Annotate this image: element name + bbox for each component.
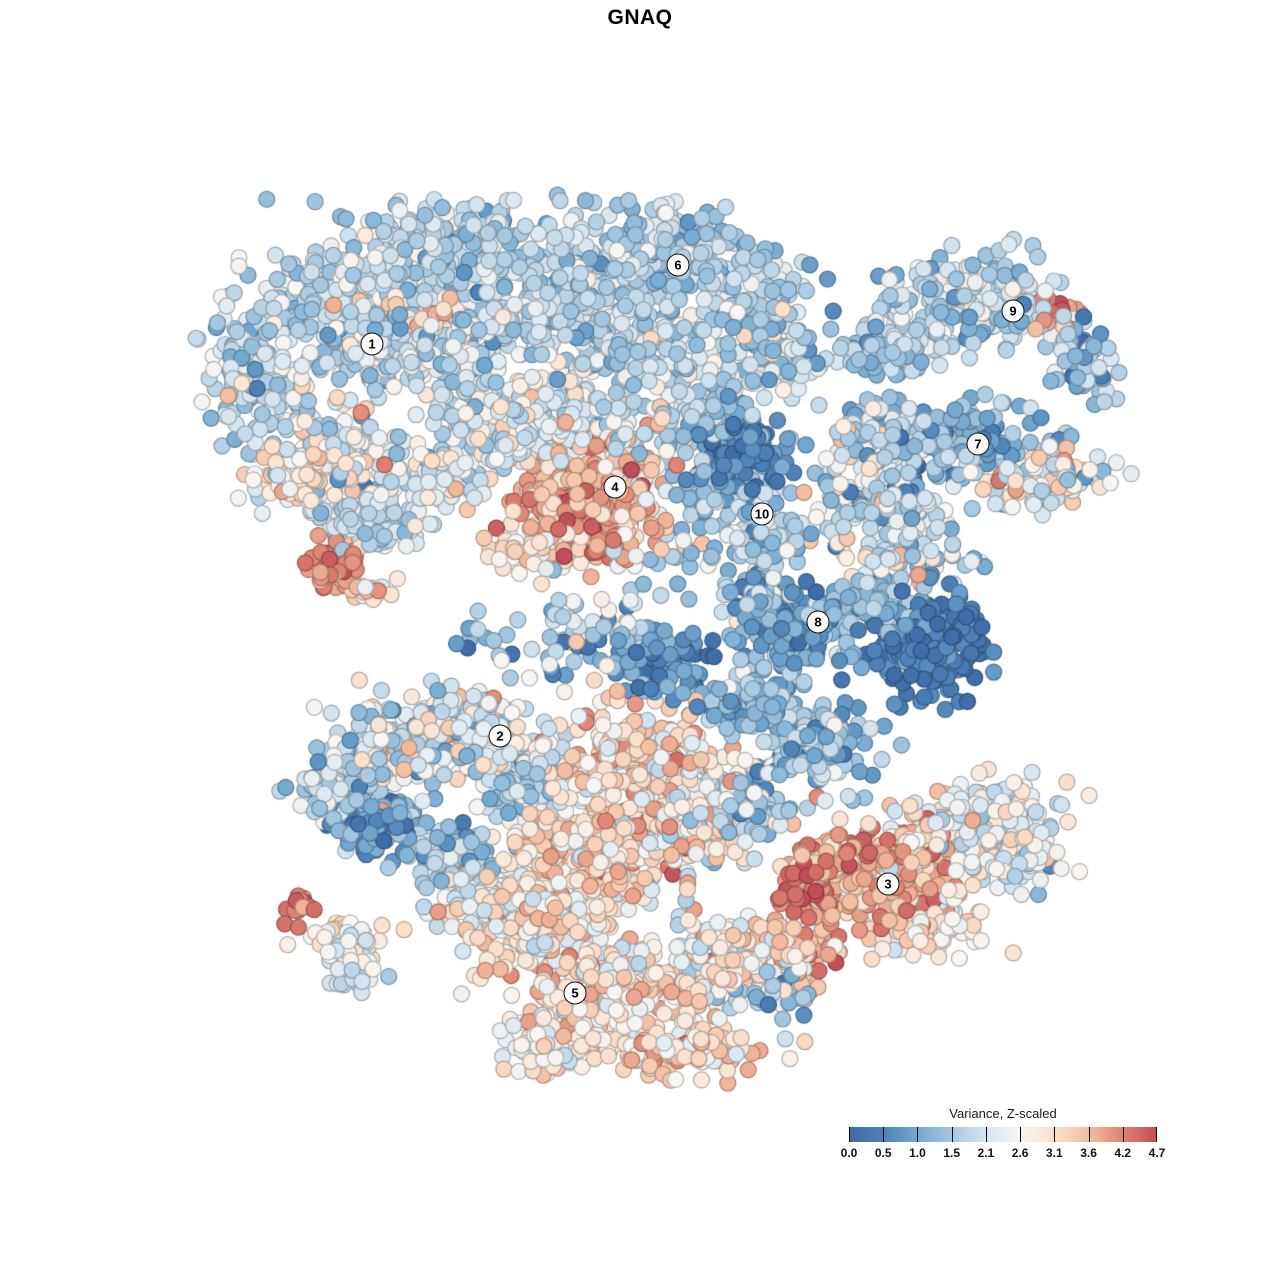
legend-tick-label: 4.7 [1148, 1146, 1166, 1160]
legend-tick [1020, 1127, 1022, 1142]
legend-tick-label: 2.1 [977, 1146, 995, 1160]
legend-tick [951, 1127, 953, 1142]
legend-tick [985, 1127, 987, 1142]
legend-tick [1122, 1127, 1124, 1142]
legend-tick-label: 4.2 [1114, 1146, 1132, 1160]
legend-tick-label: 1.0 [909, 1146, 926, 1160]
legend-tick-labels: 0.0 0.5 1.0 1.5 2.1 2.6 3.1 3.6 4.2 4.7 [841, 1146, 1166, 1161]
legend-tick-label: 2.6 [1011, 1146, 1029, 1160]
legend-tick [1088, 1127, 1090, 1142]
legend-tick [883, 1127, 885, 1142]
legend-colorbar [849, 1127, 1157, 1142]
legend-tick [917, 1127, 919, 1142]
plot-title: GNAQ [607, 6, 673, 29]
legend-tick-label: 3.1 [1045, 1146, 1063, 1160]
legend-tick-label: 0.5 [874, 1146, 892, 1160]
legend-tick [849, 1127, 850, 1142]
legend-title: Variance, Z-scaled [949, 1106, 1057, 1121]
legend-tick-label: 0.0 [840, 1146, 858, 1160]
legend-tick-label: 3.6 [1080, 1146, 1097, 1160]
legend-tick [1054, 1127, 1056, 1142]
legend: Variance, Z-scaled 0.0 0.5 1.0 1.5 2.1 2.6 3.1… [841, 1106, 1166, 1161]
legend-tick [1156, 1127, 1157, 1142]
legend-tick-label: 1.5 [943, 1146, 960, 1160]
